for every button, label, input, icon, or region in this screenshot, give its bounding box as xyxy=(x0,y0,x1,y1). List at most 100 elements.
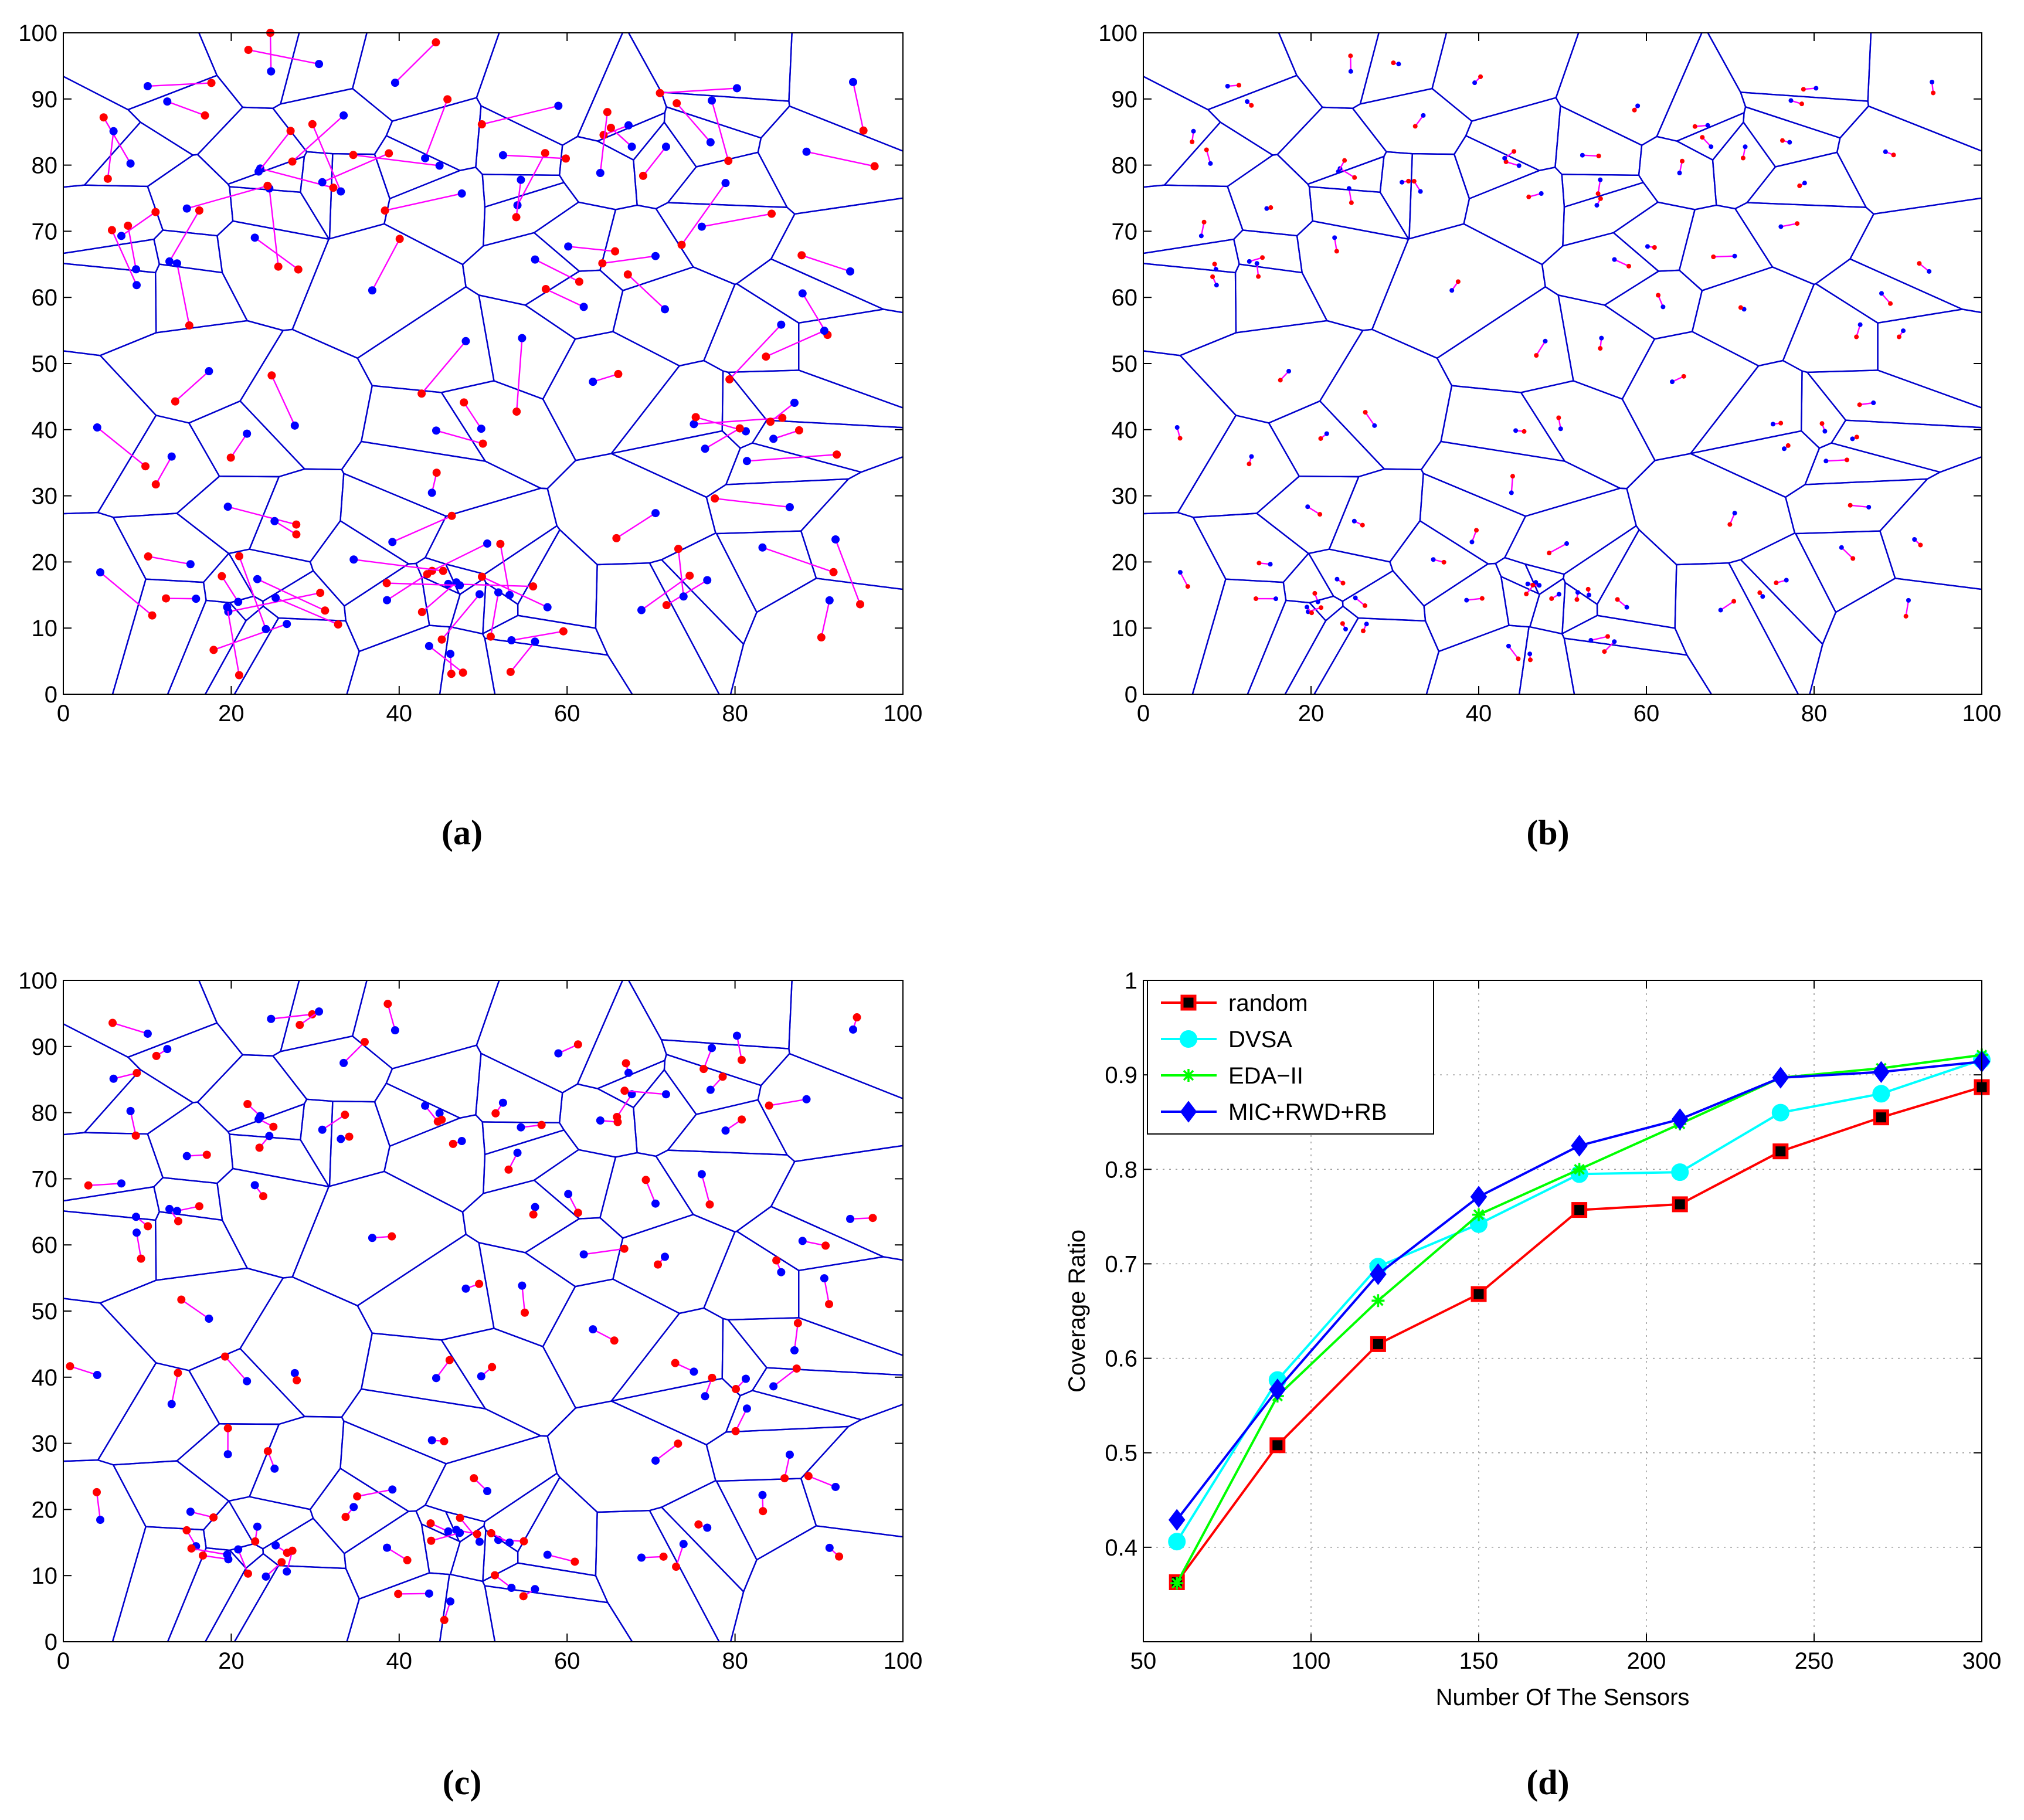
sensor-initial-point xyxy=(708,1044,716,1052)
voronoi-edge xyxy=(736,1230,799,1271)
voronoi-edge xyxy=(63,263,156,274)
sensor-final-point xyxy=(1309,610,1315,616)
sensor-initial-point xyxy=(283,1567,291,1576)
sensor-initial-point xyxy=(505,1538,514,1547)
voronoi-edge xyxy=(1692,331,1759,366)
voronoi-edge xyxy=(229,1133,301,1141)
sensor-movement-line xyxy=(701,213,772,228)
sensor-final-point xyxy=(1534,353,1539,358)
y-tick-label: 30 xyxy=(32,1431,58,1457)
voronoi-edge xyxy=(239,400,305,470)
voronoi-edge xyxy=(63,184,85,188)
voronoi-edge xyxy=(1927,471,1941,480)
sensor-final-point xyxy=(598,259,607,268)
sensor-final-point xyxy=(1352,175,1357,180)
sensor-final-point xyxy=(1854,434,1859,440)
voronoi-edge xyxy=(63,1023,128,1058)
voronoi-edge xyxy=(760,1053,790,1086)
voronoi-edge xyxy=(611,453,707,498)
sensor-initial-point xyxy=(388,538,397,546)
sensor-initial-point xyxy=(820,1274,828,1283)
voronoi-edge xyxy=(147,1102,193,1135)
sensor-initial-point xyxy=(1305,605,1310,610)
voronoi-edge xyxy=(706,484,726,498)
voronoi-edge xyxy=(386,1082,460,1119)
voronoi-edge xyxy=(1409,223,1464,240)
voronoi-edge xyxy=(482,633,485,639)
voronoi-edge xyxy=(440,1339,486,1410)
sensor-final-point xyxy=(772,1256,781,1265)
voronoi-edge xyxy=(1309,595,1334,604)
sensor-final-point xyxy=(426,1519,435,1528)
voronoi-edge xyxy=(1676,112,1744,142)
sensor-movement-line xyxy=(1364,412,1376,426)
sensor-final-point xyxy=(360,1038,369,1047)
voronoi-edge xyxy=(300,156,305,192)
sensor-movement-line xyxy=(353,154,440,167)
voronoi-edge xyxy=(1308,553,1334,597)
voronoi-edge xyxy=(345,1568,360,1600)
sensor-final-point xyxy=(209,646,218,654)
voronoi-edge xyxy=(1561,614,1598,634)
sensor-final-point xyxy=(1201,219,1207,225)
voronoi-edge xyxy=(140,121,193,156)
sensor-final-point xyxy=(1799,101,1805,107)
sensor-movement-line xyxy=(127,225,137,270)
sensor-initial-point xyxy=(253,1522,262,1531)
voronoi-edge xyxy=(1392,570,1425,607)
y-tick-label: 0 xyxy=(45,682,57,708)
sensor-final-point xyxy=(1479,596,1485,601)
sensor-initial-point xyxy=(368,1234,376,1242)
voronoi-edge xyxy=(481,1122,486,1155)
sensor-final-point xyxy=(1256,274,1261,279)
sensor-initial-point xyxy=(661,1090,670,1099)
voronoi-edge xyxy=(1525,487,1621,517)
voronoi-edge xyxy=(595,627,609,656)
voronoi-edge xyxy=(861,456,904,473)
voronoi-edge xyxy=(1879,478,1928,532)
sensor-final-point xyxy=(614,369,623,378)
sensor-final-point xyxy=(1260,255,1265,260)
voronoi-edge xyxy=(517,529,561,605)
voronoi-edge xyxy=(1180,332,1237,356)
sensor-final-point xyxy=(1711,254,1716,260)
sensor-initial-point xyxy=(825,596,834,605)
sensor-initial-point xyxy=(825,1543,834,1552)
sensor-final-point xyxy=(1210,274,1215,280)
sensor-initial-point xyxy=(390,79,399,87)
sensor-final-point xyxy=(662,601,671,610)
sensor-final-point xyxy=(1530,582,1536,588)
sensor-final-point xyxy=(144,552,152,561)
sensor-initial-point xyxy=(1539,191,1544,196)
voronoi-edge xyxy=(1143,350,1181,356)
voronoi-edge xyxy=(1785,484,1806,498)
voronoi-edge xyxy=(612,1278,680,1314)
voronoi-edge xyxy=(1541,264,1546,287)
sensor-initial-point xyxy=(507,636,516,645)
sensor-initial-point xyxy=(432,426,440,435)
sensor-initial-point xyxy=(250,233,259,242)
sensor-final-point xyxy=(856,600,865,609)
sensor-movement-line xyxy=(463,402,482,429)
sensor-movement-line xyxy=(645,1179,657,1204)
sensor-final-point xyxy=(93,1488,101,1496)
y-tick-label: 70 xyxy=(32,219,58,245)
voronoi-edge xyxy=(283,328,293,331)
voronoi-edge xyxy=(372,1332,442,1341)
sensor-initial-point xyxy=(165,257,174,266)
voronoi-edge xyxy=(100,332,157,356)
sensor-movement-line xyxy=(103,117,131,164)
voronoi-edge xyxy=(1371,328,1438,359)
voronoi-edge xyxy=(352,88,393,122)
sensor-final-point xyxy=(699,1065,708,1074)
sensor-initial-point xyxy=(271,593,280,602)
voronoi-edge xyxy=(239,1348,305,1417)
voronoi-edge xyxy=(1383,151,1387,157)
voronoi-edge xyxy=(542,1286,576,1347)
sensor-final-point xyxy=(177,1295,186,1304)
sensor-initial-point xyxy=(679,592,688,601)
voronoi-edge xyxy=(1740,559,1823,645)
voronoi-edge xyxy=(612,1238,624,1279)
voronoi-edge xyxy=(1694,204,1717,210)
sensor-initial-point xyxy=(1850,436,1855,442)
